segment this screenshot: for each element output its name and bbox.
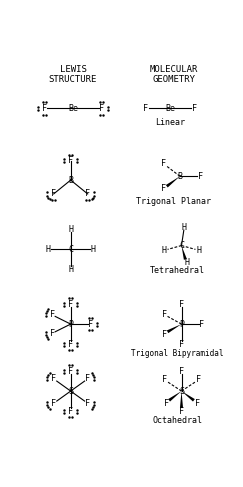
Text: F: F [179,300,184,309]
Text: F: F [143,104,148,113]
Text: F: F [161,184,166,193]
Text: F: F [51,375,56,383]
Text: F: F [99,104,104,113]
Polygon shape [167,324,182,333]
Text: F: F [162,330,167,338]
Text: F: F [196,375,201,384]
Text: P: P [179,319,184,329]
Text: F: F [68,300,73,309]
Text: F: F [51,189,56,199]
Text: P: P [68,319,73,329]
Polygon shape [180,391,183,408]
Text: F: F [68,367,73,375]
Polygon shape [166,176,180,187]
Text: F: F [50,310,55,319]
Text: F: F [198,172,203,181]
Text: H: H [196,245,201,255]
Text: F: F [179,367,184,375]
Text: F: F [161,159,166,169]
Text: F: F [42,104,47,113]
Text: C: C [179,241,184,250]
Text: H: H [181,223,186,232]
Text: F: F [85,375,90,383]
Text: F: F [88,319,93,329]
Text: F: F [85,399,90,408]
Text: F: F [50,329,55,338]
Text: H: H [46,245,51,254]
Polygon shape [182,245,187,260]
Text: F: F [68,339,73,349]
Text: F: F [162,310,167,318]
Text: F: F [68,156,73,166]
Text: MOLECULAR
GEOMETRY: MOLECULAR GEOMETRY [149,65,198,84]
Text: F: F [179,407,184,415]
Text: F: F [199,319,204,329]
Text: Trigonal Bipyramidal: Trigonal Bipyramidal [131,349,224,358]
Text: F: F [179,339,184,349]
Text: F: F [162,375,167,384]
Text: Octahedral: Octahedral [153,416,203,425]
Text: H: H [184,258,190,267]
Text: B: B [177,172,182,181]
Polygon shape [168,391,182,402]
Text: S: S [179,387,184,395]
Text: B: B [68,176,73,185]
Text: S: S [68,387,73,395]
Text: H: H [91,245,96,254]
Text: Be: Be [165,104,175,113]
Text: F: F [85,189,90,199]
Text: Tetrahedral: Tetrahedral [150,266,205,275]
Text: H: H [68,225,73,234]
Text: H: H [162,245,167,255]
Polygon shape [182,391,195,402]
Text: F: F [68,407,73,415]
Text: H: H [68,265,73,274]
Text: C: C [68,245,73,254]
Text: Trigonal Planar: Trigonal Planar [136,197,211,206]
Text: LEWIS
STRUCTURE: LEWIS STRUCTURE [49,65,97,84]
Text: F: F [194,399,200,408]
Text: Linear: Linear [155,118,185,127]
Text: F: F [164,399,168,408]
Text: Be: Be [68,104,78,113]
Text: F: F [51,399,56,408]
Text: F: F [192,104,197,113]
